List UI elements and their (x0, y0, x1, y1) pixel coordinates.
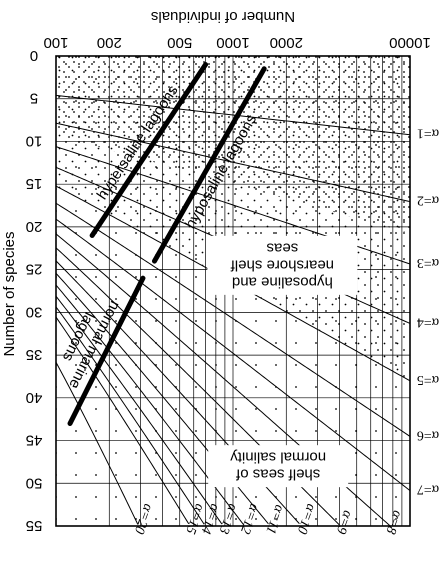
alpha-label-right: α=5 (417, 372, 439, 387)
alpha-label-right: α=1 (417, 126, 439, 141)
boundary-normal-marine-lagoons (67, 275, 146, 426)
x-tick-label: 200 (97, 34, 122, 51)
alpha-curve-7 (55, 218, 411, 491)
y-tick-labels: 0 5 10 15 20 25 30 35 40 45 50 55 (26, 47, 43, 534)
shelf-label-box: shelf seas of normal salinity (208, 445, 349, 488)
x-tick-label: 1000 (216, 34, 249, 51)
y-tick-label: 0 (30, 47, 38, 64)
y-tick-label: 40 (26, 389, 43, 406)
alpha-curve-2 (55, 122, 411, 203)
alpha-label-right: α=4 (417, 314, 439, 329)
x-tick-label: 100 (43, 34, 68, 51)
alpha-curve-6 (55, 202, 411, 437)
y-tick-label: 50 (26, 474, 43, 491)
x-tick-label: 2000 (270, 34, 303, 51)
label-shelf-1: shelf seas of (235, 466, 320, 483)
rotated-plot: 100 200 500 1000 2000 10000 0 5 10 15 20 25 30 35 40 4… (1, 8, 439, 536)
y-tick-label: 10 (26, 132, 43, 149)
y-tick-label: 15 (26, 175, 43, 192)
y-tick-label: 30 (26, 303, 43, 320)
y-tick-label: 35 (26, 346, 43, 363)
alpha-label-right: α=3 (417, 255, 439, 270)
x-tick-label: 10000 (389, 34, 431, 51)
y-axis-title: Number of species (1, 231, 18, 356)
alpha-curve-13 (55, 295, 223, 525)
x-tick-label: 500 (167, 34, 192, 51)
alpha-curve-14 (55, 306, 205, 525)
x-tick-labels: 100 200 500 1000 2000 10000 (43, 34, 430, 51)
y-tick-label: 25 (26, 261, 43, 278)
alpha-curve-20 (55, 361, 139, 525)
label-nearshore-3: seas (266, 239, 298, 256)
x-axis-title: Number of individuals (151, 8, 295, 25)
y-tick-label: 5 (30, 90, 38, 107)
boundary-hyposaline-lagoons (151, 66, 267, 264)
label-nearshore-1: hyposaline and (232, 273, 333, 290)
label-shelf-2: normal salinity (230, 449, 326, 466)
boundary-hypersaline-lagoons (89, 62, 209, 238)
alpha-label-right: α=2 (417, 193, 439, 208)
alpha-label-right: α=6 (417, 427, 439, 442)
y-tick-label: 55 (26, 517, 43, 534)
y-tick-label: 20 (26, 218, 43, 235)
boundary-lines (67, 62, 267, 426)
y-tick-label: 45 (26, 432, 43, 449)
alpha-label-right: α=7 (417, 482, 439, 497)
nearshore-label-box: hyposaline and nearshore shelf seas (207, 235, 358, 295)
plot-frame (55, 55, 411, 527)
alpha-curve-1 (55, 94, 411, 136)
alpha-curve-15 (55, 316, 190, 525)
alpha-labels-right: α=1 α=2 α=3 α=4 α=5 α=6 α=7 (417, 126, 439, 497)
label-nearshore-2: nearshore shelf (230, 256, 334, 273)
